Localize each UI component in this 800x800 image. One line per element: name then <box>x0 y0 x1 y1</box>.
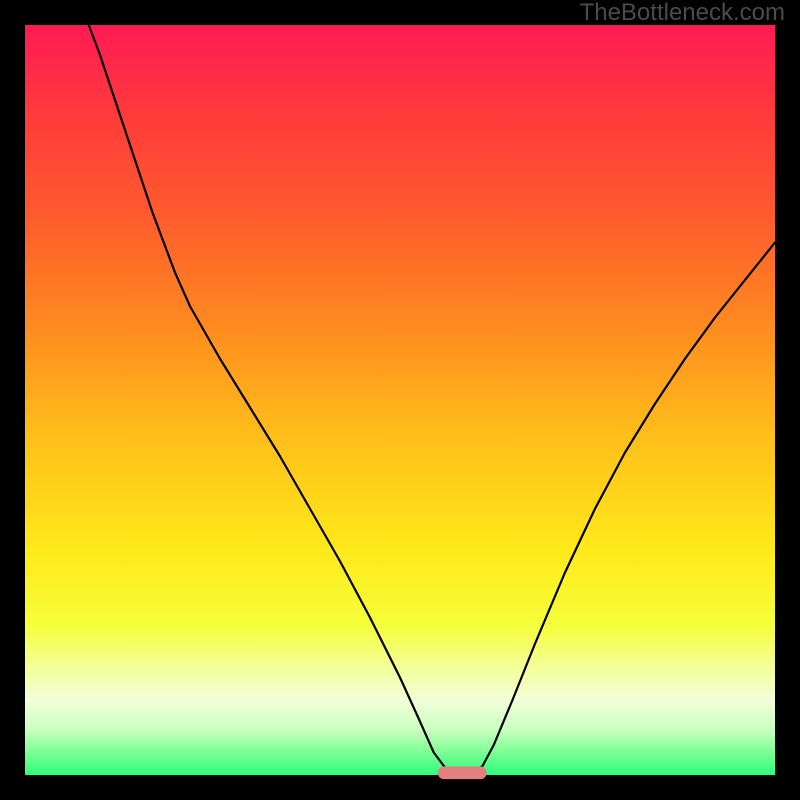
optimal-marker <box>438 766 487 779</box>
gradient-background <box>25 25 775 775</box>
watermark-text: TheBottleneck.com <box>580 0 785 26</box>
bottleneck-chart: TheBottleneck.com <box>0 0 800 800</box>
